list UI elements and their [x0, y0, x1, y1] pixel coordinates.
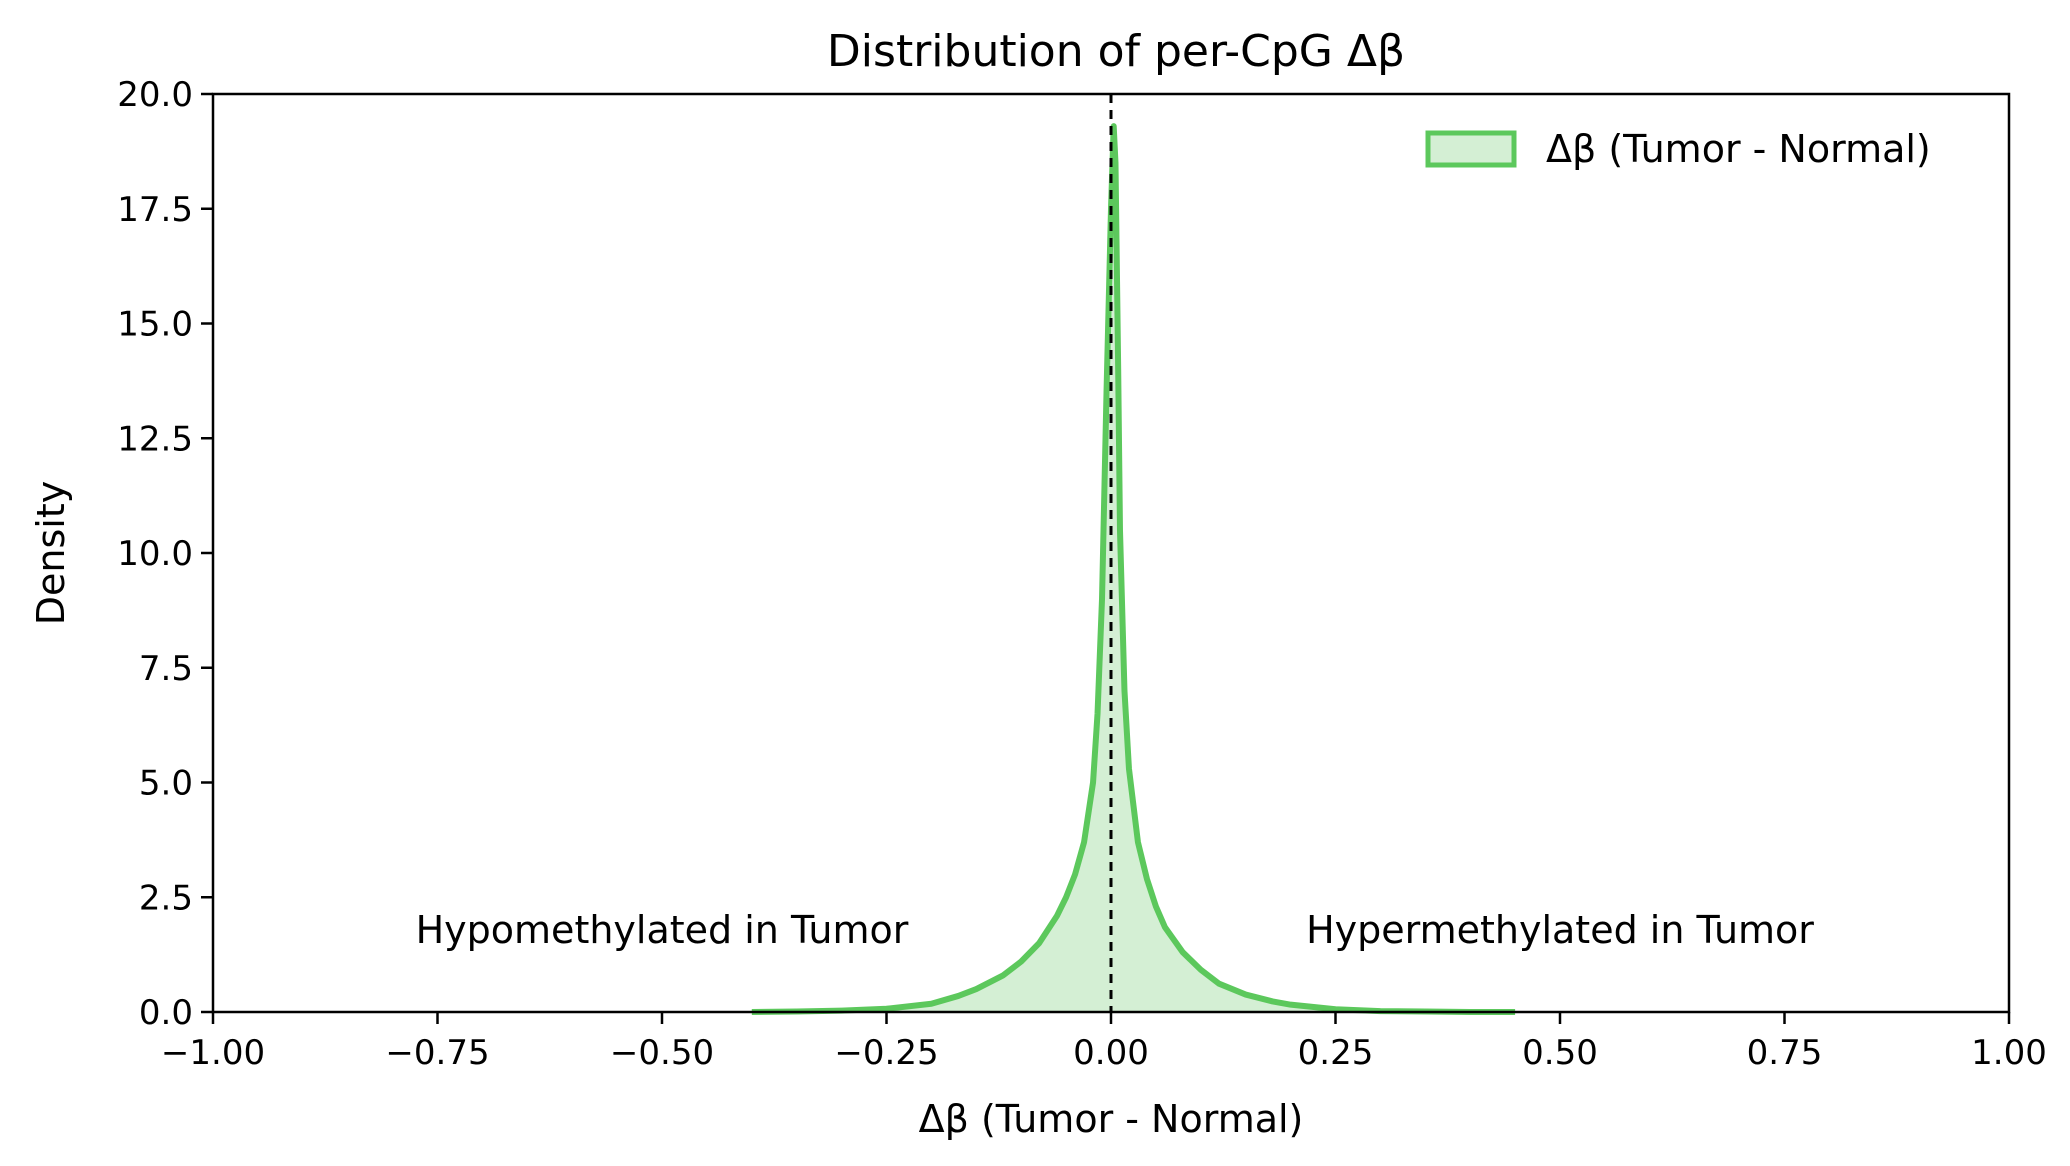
y-tick-label: 10.0 [117, 534, 193, 574]
x-tick-label: 0.75 [1747, 1033, 1823, 1073]
chart-title: Distribution of per-CpG Δβ [827, 26, 1405, 77]
hypermethylated-annotation: Hypermethylated in Tumor [1306, 908, 1814, 952]
x-tick-label: 0.00 [1073, 1033, 1149, 1073]
y-axis-label: Density [29, 481, 73, 625]
legend: Δβ (Tumor - Normal) [1425, 127, 1931, 171]
y-tick-label: 0.0 [139, 993, 193, 1033]
x-axis: −1.00 −0.75 −0.50 −0.25 0.00 0.25 0.50 0.75 1.00 [161, 1012, 2047, 1073]
x-tick-label: −0.50 [610, 1033, 714, 1073]
x-tick-label: 0.25 [1298, 1033, 1374, 1073]
x-tick-label: −0.25 [834, 1033, 938, 1073]
y-tick-label: 2.5 [139, 878, 193, 918]
x-tick-label: 0.50 [1522, 1033, 1598, 1073]
x-axis-label: Δβ (Tumor - Normal) [919, 1097, 1304, 1141]
y-tick-label: 17.5 [117, 190, 193, 230]
y-tick-label: 15.0 [117, 305, 193, 345]
y-tick-label: 7.5 [139, 649, 193, 689]
x-tick-label: 1.00 [1971, 1033, 2047, 1073]
density-fill [751, 126, 1516, 1012]
legend-swatch [1425, 130, 1517, 168]
y-tick-label: 5.0 [139, 764, 193, 804]
plot-area [751, 94, 1516, 1015]
x-tick-label: −0.75 [385, 1033, 489, 1073]
y-tick-label: 20.0 [117, 75, 193, 115]
annotations: Hypomethylated in Tumor Hypermethylated i… [416, 908, 1815, 952]
y-axis: 0.0 2.5 5.0 7.5 10.0 12.5 15.0 17.5 20.0 [117, 75, 213, 1033]
legend-label: Δβ (Tumor - Normal) [1546, 127, 1931, 171]
hypomethylated-annotation: Hypomethylated in Tumor [416, 908, 909, 952]
density-line [751, 123, 1516, 1015]
y-tick-label: 12.5 [117, 419, 193, 459]
x-tick-label: −1.00 [161, 1033, 265, 1073]
